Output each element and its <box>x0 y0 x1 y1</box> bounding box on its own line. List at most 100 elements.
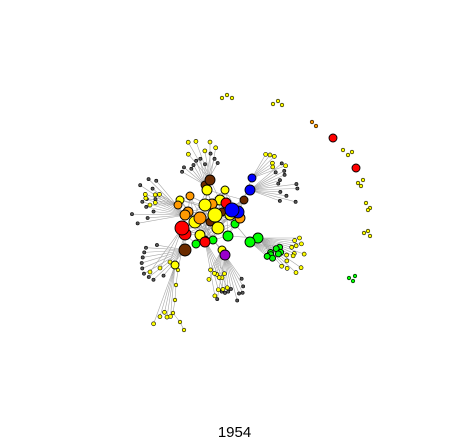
graph-node-small <box>240 290 245 295</box>
graph-node-small <box>135 221 140 226</box>
graph-edge <box>145 194 179 206</box>
graph-nodes <box>130 92 373 333</box>
graph-node-yellow <box>270 101 276 107</box>
graph-node-yellow <box>170 260 180 270</box>
graph-edge <box>145 197 179 206</box>
graph-edge <box>224 254 232 290</box>
graph-node-yellow <box>361 230 367 236</box>
graph-node-small <box>154 178 159 183</box>
graph-node-yellow <box>152 200 158 205</box>
graph-node-yellow <box>220 185 230 195</box>
graph-node-small <box>278 178 282 183</box>
graph-node-yellow <box>207 139 213 145</box>
graph-node-small <box>144 204 149 209</box>
graph-edge <box>251 156 275 179</box>
graph-edge <box>257 237 295 241</box>
graph-edge <box>195 141 211 181</box>
graph-node-yellow <box>201 184 213 196</box>
graph-node-yellow <box>272 154 277 159</box>
graph-edge <box>204 239 228 288</box>
graph-node-yellow <box>216 275 222 280</box>
graph-node-orange <box>193 211 207 225</box>
graph-node-red <box>199 236 211 248</box>
graph-node-yellow <box>206 277 212 282</box>
graph-node-brown <box>204 174 216 186</box>
graph-node-orange <box>185 191 195 201</box>
graph-node-yellow <box>162 310 167 315</box>
graph-node-small <box>279 161 284 166</box>
graph-node-red <box>351 163 361 173</box>
graph-edge <box>257 237 292 248</box>
graph-edge <box>251 165 286 179</box>
graph-edge <box>172 299 176 314</box>
graph-node-yellow <box>270 164 276 170</box>
graph-node-brown <box>178 243 192 257</box>
graph-node-yellow <box>152 192 158 198</box>
graph-node-small <box>282 169 287 173</box>
graph-node-purple <box>219 249 231 261</box>
graph-node-orange <box>313 123 319 129</box>
graph-node-small <box>294 182 299 186</box>
graph-node-small <box>140 255 145 260</box>
graph-node-small <box>151 277 156 282</box>
graph-edge <box>142 249 186 269</box>
graph-edge <box>156 180 186 216</box>
graph-edge <box>159 264 176 317</box>
graph-edge <box>149 227 183 273</box>
graph-node-yellow <box>211 221 225 235</box>
graph-node-small <box>203 162 207 167</box>
graph-node-yellow <box>301 251 307 257</box>
graph-edge <box>249 174 285 191</box>
graph-node-green <box>350 278 356 284</box>
graph-node-yellow <box>360 177 366 183</box>
graph-node-yellow <box>177 319 183 325</box>
graph-node-yellow <box>193 139 199 144</box>
graph-edge <box>147 214 186 219</box>
graph-node-orange <box>173 200 183 210</box>
graph-node-yellow <box>355 180 361 186</box>
graph-node-blue <box>244 184 256 196</box>
graph-node-small <box>212 156 217 161</box>
graph-edge <box>153 264 176 324</box>
graph-node-small <box>215 297 220 301</box>
graph-node-yellow <box>213 145 218 151</box>
graph-node-yellow <box>340 147 346 153</box>
graph-edge <box>145 247 186 251</box>
graph-node-yellow <box>207 207 223 223</box>
graph-node-small <box>278 190 283 194</box>
graph-edge <box>224 254 244 287</box>
graph-edge <box>164 264 176 313</box>
graph-node-yellow <box>298 265 304 271</box>
graph-node-small <box>151 209 156 214</box>
graph-edge <box>257 237 297 247</box>
graph-edge <box>206 189 245 201</box>
graph-edge <box>143 249 186 274</box>
graph-node-small <box>189 166 194 171</box>
graph-node-small <box>145 216 150 220</box>
graph-node-yellow <box>358 183 364 189</box>
graph-edge <box>166 264 176 318</box>
graph-edge <box>249 189 296 203</box>
graph-node-yellow <box>367 233 373 239</box>
graph-node-yellow <box>349 149 355 155</box>
graph-node-small <box>138 183 143 188</box>
graph-node-yellow <box>229 95 235 101</box>
graph-edge <box>224 254 243 293</box>
graph-node-green <box>274 250 282 258</box>
graph-edge <box>204 239 219 290</box>
graph-node-yellow <box>142 192 148 197</box>
graph-edge <box>137 214 186 224</box>
graph-node-yellow <box>198 198 212 212</box>
graph-node-small <box>282 172 287 177</box>
graph-node-red <box>174 220 190 236</box>
graph-node-small <box>198 156 203 161</box>
graph-node-yellow <box>283 163 288 169</box>
graph-edge <box>251 154 266 179</box>
graph-node-yellow <box>263 152 268 157</box>
graph-edge <box>131 213 186 216</box>
graph-edge <box>148 249 186 278</box>
graph-node-small <box>239 276 244 281</box>
graph-node-green <box>352 273 358 279</box>
graph-node-yellow <box>365 207 371 213</box>
